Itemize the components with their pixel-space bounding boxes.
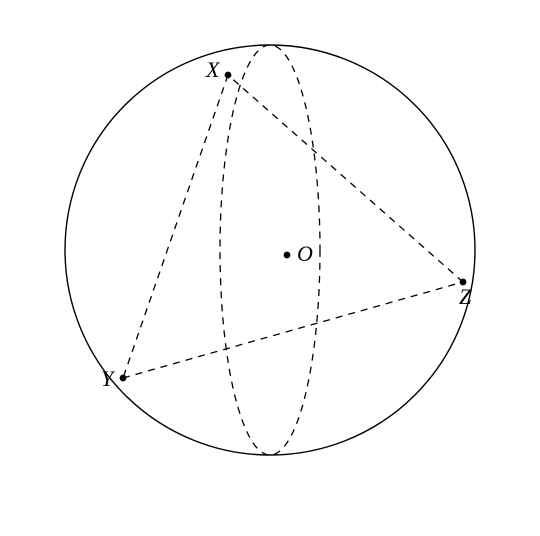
point-O (284, 252, 291, 259)
edge-XY (123, 75, 228, 378)
label-O: O (297, 241, 313, 266)
label-Y: Y (101, 366, 116, 391)
point-X (225, 72, 232, 79)
edge-ZX (228, 75, 463, 282)
triangle-edges (123, 75, 463, 378)
edge-YZ (123, 282, 463, 378)
label-X: X (205, 57, 221, 82)
label-Z: Z (459, 284, 472, 309)
sphere-diagram: O X Y Z (0, 0, 540, 536)
sphere-outline (65, 45, 475, 455)
point-Y (120, 375, 127, 382)
